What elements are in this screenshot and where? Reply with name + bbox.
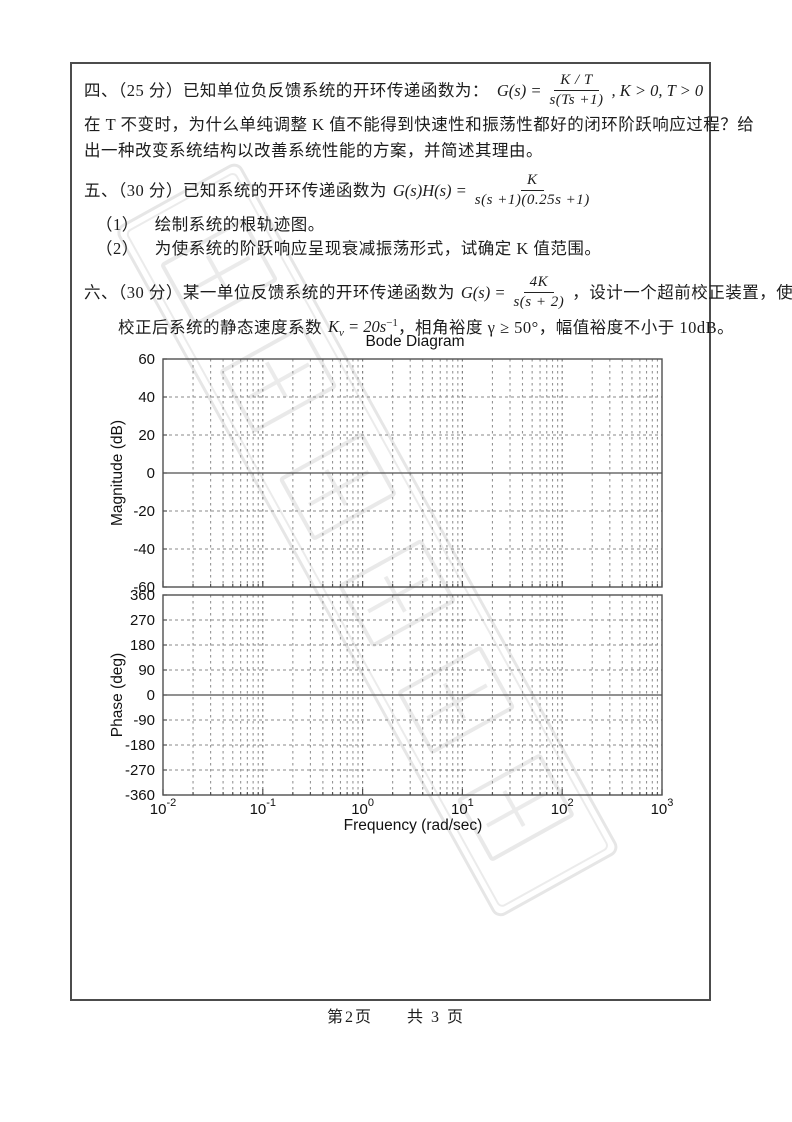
question-6-line1: 六、（30 分）某一单位反馈系统的开环传递函数为 G(s) = 4K s(s +…: [84, 274, 792, 311]
bode-diagram-title: Bode Diagram: [365, 333, 465, 350]
q6-line2-pre: 校正后系统的静态速度系数: [118, 318, 322, 337]
page-footer: 第2页 共 3 页: [0, 1003, 792, 1027]
footer-total-pages: 共 3 页: [407, 1009, 466, 1026]
svg-text:40: 40: [138, 389, 155, 406]
svg-text:0: 0: [147, 687, 155, 704]
exam-content-box: [70, 62, 711, 1001]
svg-text:270: 270: [130, 612, 155, 629]
question-5-line1: 五、（30 分）已知系统的开环传递函数为 G(s)H(s) = K s(s +1…: [84, 172, 598, 209]
phase-axis-label: Phase (deg): [109, 652, 126, 738]
q6-kv-symbol: Kv = 20s−1: [328, 310, 398, 346]
svg-text:90: 90: [138, 662, 155, 679]
q6-formula-fraction: 4K s(s + 2): [509, 274, 568, 311]
question-4-body-line2: 出一种改变系统结构以改善系统性能的方案，并简述其理由。: [84, 141, 543, 160]
q6-formula-numerator: 4K: [523, 274, 555, 293]
svg-text:180: 180: [130, 637, 155, 654]
q5-formula-lhs: G(s)H(s) =: [392, 180, 467, 200]
q4-formula-lhs: G(s) =: [496, 80, 542, 100]
svg-text:-60: -60: [133, 579, 155, 596]
q5-item1-text: 绘制系统的根轨迹图。: [154, 215, 325, 234]
q5-item1-number: （1）: [96, 215, 139, 234]
svg-text:-180: -180: [125, 737, 155, 754]
svg-text:-40: -40: [133, 541, 155, 558]
q6-kv-base: K: [328, 317, 340, 336]
q6-kv-exponent: −1: [386, 317, 398, 329]
q4-formula-fraction: K / T s(Ts +1): [545, 72, 607, 109]
svg-text:103: 103: [651, 797, 674, 818]
q6-formula-denominator: s(s + 2): [513, 294, 565, 310]
q6-line2-post: ，相角裕度 γ ≥ 50°，幅值裕度不小于 10dB。: [397, 318, 735, 337]
svg-text:360: 360: [130, 587, 155, 604]
frequency-axis-label: Frequency (rad/sec): [343, 817, 483, 834]
question-4-line1: 四、（25 分）已知单位负反馈系统的开环传递函数为： G(s) = K / T …: [84, 72, 703, 109]
q6-kv-value: = 20s: [343, 317, 387, 336]
q5-formula-denominator: s(s +1)(0.25s +1): [474, 192, 590, 208]
question-5-item2: （2） 为使系统的阶跃响应呈现衰减振荡形式，试确定 K 值范围。: [96, 236, 601, 262]
svg-text:-90: -90: [133, 712, 155, 729]
svg-text:102: 102: [551, 797, 574, 818]
svg-text:10-1: 10-1: [250, 797, 276, 818]
svg-text:0: 0: [147, 465, 155, 482]
svg-text:20: 20: [138, 427, 155, 444]
q6-kv-subscript: v: [339, 327, 344, 339]
question-6-prefix: 六、（30 分）某一单位反馈系统的开环传递函数为: [84, 282, 455, 302]
q5-formula-fraction: K s(s +1)(0.25s +1): [471, 172, 594, 209]
q4-formula-numerator: K / T: [554, 72, 599, 91]
svg-text:101: 101: [451, 797, 474, 818]
q6-formula-lhs: G(s) =: [460, 282, 506, 302]
question-4-prefix: 四、（25 分）已知单位负反馈系统的开环传递函数为：: [84, 80, 489, 100]
q5-item2-number: （2）: [96, 239, 139, 258]
svg-text:60: 60: [138, 352, 155, 368]
q5-item2-text: 为使系统的阶跃响应呈现衰减振荡形式，试确定 K 值范围。: [154, 239, 602, 258]
question-5-item1: （1） 绘制系统的根轨迹图。: [96, 212, 325, 238]
magnitude-axis-label: Magnitude (dB): [109, 420, 126, 526]
question-6-line2: 校正后系统的静态速度系数 Kv = 20s−1 ，相角裕度 γ ≥ 50°，幅值…: [118, 310, 734, 346]
svg-text:10-2: 10-2: [150, 797, 176, 818]
question-5-prefix: 五、（30 分）已知系统的开环传递函数为: [84, 180, 387, 200]
q4-formula-conditions: , K > 0, T > 0: [611, 80, 704, 100]
question-4-body-line1: 在 T 不变时，为什么单纯调整 K 值不能得到快速性和振荡性都好的闭环阶跃响应过…: [84, 115, 755, 134]
footer-page-number: 第2页: [326, 1009, 373, 1026]
svg-text:-20: -20: [133, 503, 155, 520]
svg-text:-360: -360: [125, 787, 155, 804]
q6-after-formula: ，设计一个超前校正装置，使: [572, 282, 792, 302]
svg-text:100: 100: [351, 797, 374, 818]
svg-text:-270: -270: [125, 762, 155, 779]
q5-formula-numerator: K: [521, 172, 544, 191]
q4-formula-denominator: s(Ts +1): [549, 92, 604, 108]
